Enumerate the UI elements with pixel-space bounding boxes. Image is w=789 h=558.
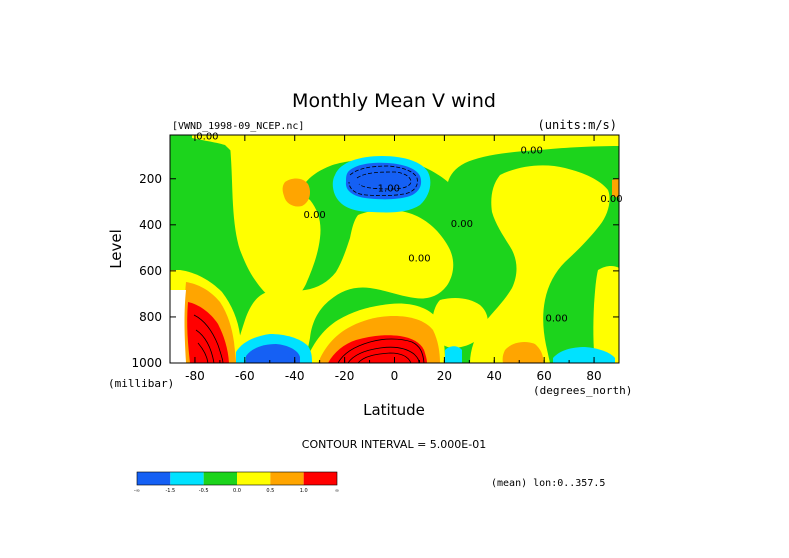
contour-interval-text: CONTOUR INTERVAL = 5.000E-01 (302, 438, 486, 451)
x-tick-label: 0 (391, 369, 399, 383)
x-tick-label: 60 (537, 369, 552, 383)
region-yellow-top (192, 135, 619, 192)
colorbar-swatch (237, 472, 271, 485)
colorbar-frame (136, 471, 338, 486)
footer-mean-lon: (mean) lon:0..357.5 (491, 478, 605, 489)
x-tick-label: -60 (235, 369, 255, 383)
colorbar-label: ∞ (335, 488, 339, 494)
x-tick-label: 20 (437, 369, 452, 383)
region-yellow-far-right (593, 265, 619, 363)
region-yellow-mid-right (432, 297, 488, 348)
colorbar-swatch (170, 472, 204, 485)
x-tick-label: 40 (487, 369, 502, 383)
y-axis-units: (millibar) (108, 377, 174, 390)
region-yellow-right (470, 165, 610, 363)
colorbar-label: 1.0 (300, 488, 308, 494)
y-tick-label: 600 (139, 264, 162, 278)
contour-label: 0.00 (546, 314, 568, 325)
contour-line-red-3 (357, 352, 412, 363)
x-axis: -80 -60 -40 -20 0 20 40 60 80 (169, 135, 620, 383)
colorbar-swatch (137, 472, 171, 485)
y-axis: 200 400 600 800 1000 (131, 172, 619, 370)
contour-line-blue-2 (356, 171, 412, 190)
contour-line-left-red-2 (195, 329, 215, 363)
colorbar-swatch (270, 472, 304, 485)
contour-label: 0.00 (521, 145, 543, 156)
region-blue-top-center (345, 162, 422, 200)
contour-label: -1.00 (374, 183, 400, 194)
y-tick-label: 400 (139, 218, 162, 232)
x-axis-units: (degrees_north) (533, 384, 632, 397)
x-axis-label: Latitude (363, 401, 425, 419)
y-tick-label: 1000 (131, 356, 162, 370)
x-tick-label: -20 (335, 369, 355, 383)
contour-label: 0.00 (304, 210, 326, 221)
region-orange-blob-top-right (612, 178, 619, 198)
x-tick-label: 80 (586, 369, 601, 383)
region-orange-blob-bottom-right (502, 342, 544, 363)
contour-label: 0.00 (408, 254, 430, 265)
contour-line-red-1 (337, 338, 425, 363)
contour-line-left-red-3 (197, 342, 209, 363)
contour-line-red-2 (347, 346, 420, 363)
contour-labels: 0.00 0.00 -1.00 0.00 0.00 0.00 0.00 0.00 (196, 132, 622, 325)
region-red-bottom-center (328, 335, 427, 363)
colorbar-label: -∞ (134, 488, 140, 494)
x-tick-label: -80 (185, 369, 205, 383)
colorbar-label: -0.5 (199, 488, 209, 494)
dataset-label: [VWND_1998-09_NCEP.nc] (172, 121, 304, 132)
region-white-left-edge (170, 290, 186, 363)
colorbar-label: 0.5 (266, 488, 274, 494)
contour-field (170, 135, 619, 363)
chart-title: Monthly Mean V wind (292, 90, 496, 112)
colorbar-swatch (303, 472, 337, 485)
colorbar-label: 0.0 (233, 488, 241, 494)
contour-label: 0.00 (600, 194, 622, 205)
colorbar-swatch (203, 472, 237, 485)
y-tick-label: 200 (139, 172, 162, 186)
colorbar-label: -1.5 (165, 488, 175, 494)
contour-lines (193, 165, 425, 363)
contour-label: 0.00 (196, 132, 218, 143)
region-orange-blob-upper-left (282, 178, 310, 207)
region-yellow-left-column (230, 145, 321, 303)
y-axis-label: Level (107, 229, 125, 269)
contour-label: 0.00 (451, 219, 473, 230)
region-yellow-center (230, 209, 454, 363)
contour-line-left-red-1 (193, 314, 224, 363)
colorbar: -∞ -1.5 -0.5 0.0 0.5 1.0 ∞ (134, 471, 339, 494)
x-tick-label: -40 (285, 369, 305, 383)
y-tick-label: 800 (139, 310, 162, 324)
region-blue-bottom-left (246, 344, 300, 363)
units-label: (units:m/s) (538, 118, 617, 132)
region-cyan-bottom-right (553, 347, 615, 363)
region-cyan-bottom-mid (445, 346, 462, 363)
